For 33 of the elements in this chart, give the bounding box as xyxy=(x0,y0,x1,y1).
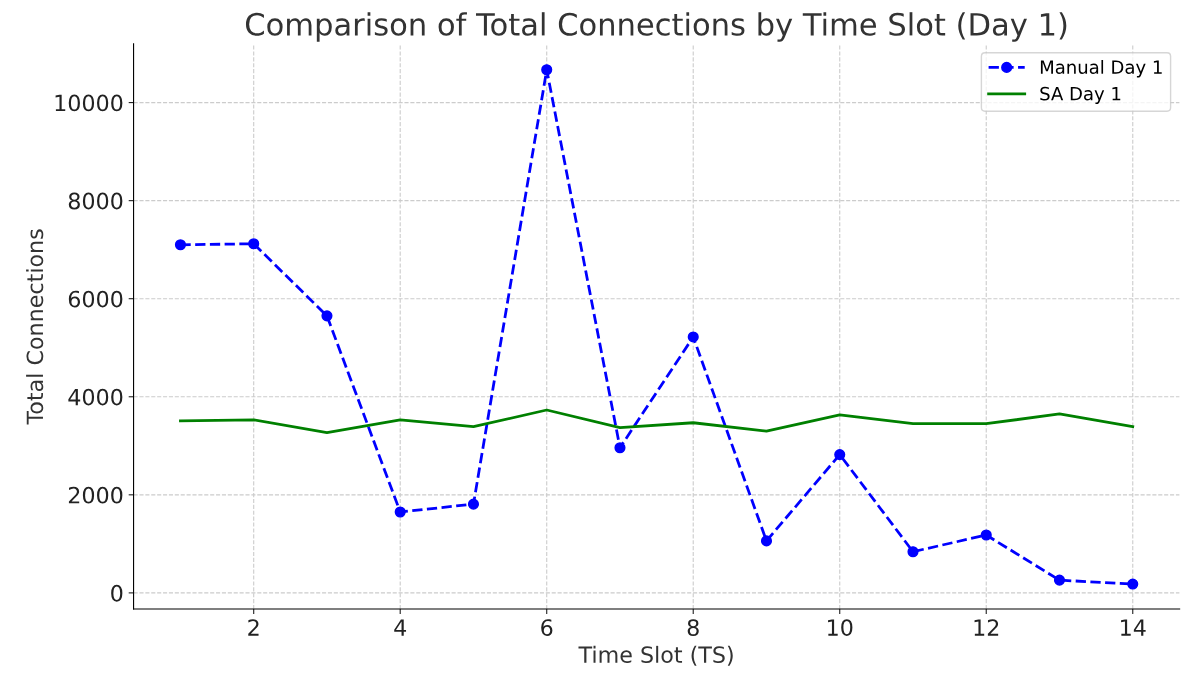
point xyxy=(760,535,773,547)
x-tick-label: 2 xyxy=(248,619,259,636)
x-tick-label: 8 xyxy=(687,619,699,636)
x-axis-title: Time Slot (TS) xyxy=(578,645,733,666)
x-tick-label: 14 xyxy=(1121,619,1146,636)
line-series xyxy=(179,408,1135,434)
y-tick-label: 8000 xyxy=(68,192,123,210)
point xyxy=(321,310,333,322)
y-axis-title: Total Connections xyxy=(26,229,44,425)
legend-label: Manual Day 1 xyxy=(1040,59,1162,78)
chart-title: Comparison of Total Connections by Time Slot (Day 1) xyxy=(245,12,1067,42)
y-tick-label: 4000 xyxy=(68,388,123,406)
point xyxy=(1053,574,1066,586)
y-tick-label: 6000 xyxy=(68,290,123,308)
x-tick-label: 4 xyxy=(394,619,407,636)
y-tick-label: 0 xyxy=(111,584,123,602)
point xyxy=(174,239,187,251)
y-tick-label: 10000 xyxy=(55,94,123,112)
point xyxy=(1127,578,1139,590)
x-tick-label: 12 xyxy=(974,619,999,636)
point xyxy=(248,238,260,250)
legend-label: SA Day 1 xyxy=(1040,86,1121,104)
point xyxy=(614,442,626,454)
point xyxy=(907,546,919,558)
point xyxy=(687,331,699,343)
point xyxy=(980,529,992,541)
x-tick-label: 6 xyxy=(541,619,553,636)
y-tick-label: 2000 xyxy=(68,486,123,504)
point xyxy=(394,506,406,518)
point xyxy=(467,498,480,510)
point xyxy=(834,449,846,461)
x-tick-label: 10 xyxy=(828,619,853,636)
point xyxy=(541,64,553,76)
